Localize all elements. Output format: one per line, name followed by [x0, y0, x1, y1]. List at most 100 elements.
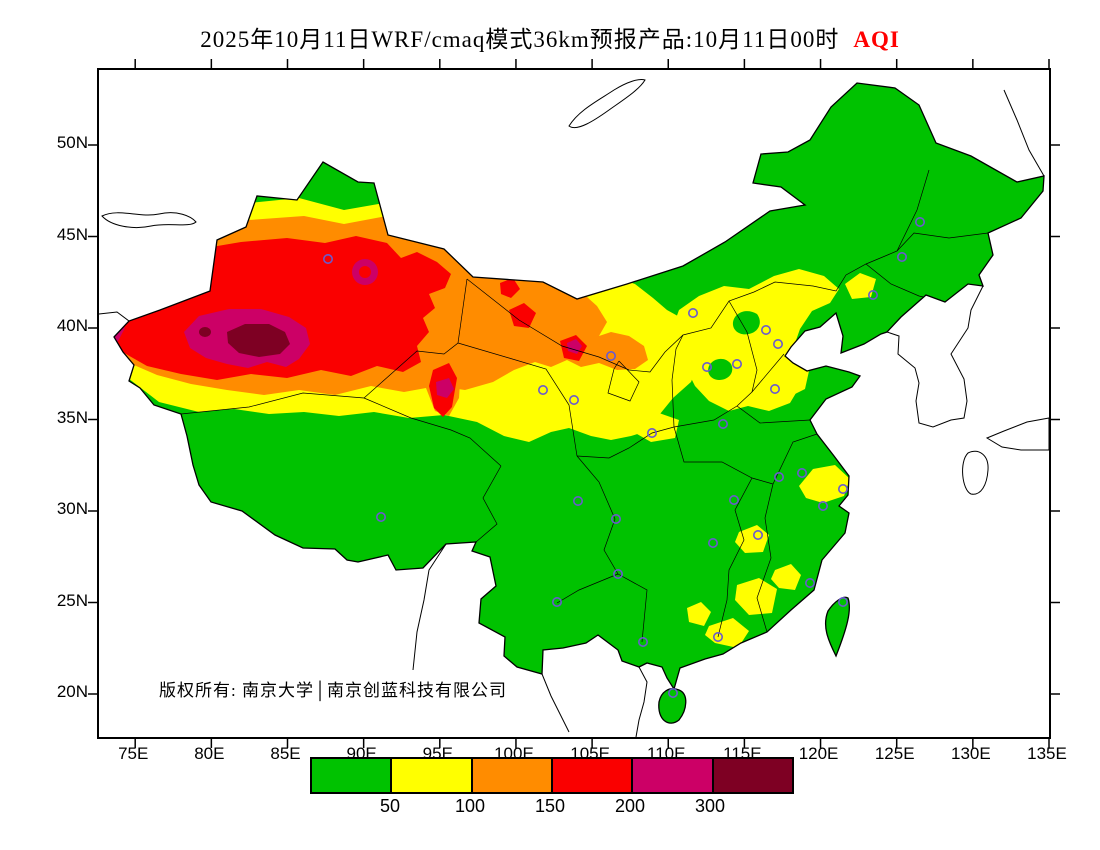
- station-marker-Beijing: [760, 325, 771, 336]
- y-tick-label: 30N: [56, 499, 88, 518]
- korea-peninsula: [886, 285, 984, 428]
- china-fill: [658, 688, 686, 724]
- contour-yellow: [799, 465, 850, 503]
- station-marker-Shanghai: [837, 483, 848, 494]
- station-marker-Jinan: [769, 383, 780, 394]
- station-marker-Hangzhou: [817, 500, 828, 511]
- station-marker-Guangzhou: [712, 631, 723, 642]
- city-station-markers: [323, 217, 925, 698]
- legend-cell: [633, 759, 714, 792]
- contour-maroon: [199, 327, 211, 337]
- legend-cell: [312, 759, 393, 792]
- station-marker-Harbin: [914, 217, 925, 228]
- laos-vietnam-border: [541, 673, 570, 733]
- page-title: 2025年10月11日WRF/cmaq模式36km预报产品:10月11日00时 A…: [0, 20, 1100, 54]
- china-aqi-contour-map: [88, 59, 1060, 748]
- japan-kyushu: [962, 450, 989, 495]
- station-marker-Shijiazhuang: [731, 358, 742, 369]
- contour-yellow: [735, 578, 777, 615]
- x-tick-label: 80E: [194, 744, 225, 763]
- station-marker-Shenyang: [867, 290, 878, 301]
- station-marker-Xining: [537, 384, 548, 395]
- contour-green_patches: [708, 358, 733, 380]
- station-marker-Tianjin: [772, 338, 783, 349]
- province-line: [576, 426, 675, 459]
- station-marker-Changsha: [707, 537, 718, 548]
- province-line: [457, 342, 578, 457]
- contour-yellow: [747, 361, 809, 399]
- myanmar-border: [412, 543, 447, 671]
- legend-cell: [713, 759, 792, 792]
- legend-value-label: 150: [534, 796, 566, 816]
- y-tick-label: 45N: [56, 224, 88, 244]
- copyright-text: 版权所有: 南京大学│南京创蓝科技有限公司: [159, 681, 508, 700]
- legend-cell: [552, 759, 634, 792]
- lake-balkhash: [101, 212, 197, 229]
- station-marker-Zhengzhou: [717, 418, 728, 429]
- station-marker-Wuhan: [728, 494, 739, 505]
- province-line: [556, 573, 619, 604]
- map-frame: 版权所有: 南京大学│南京创蓝科技有限公司: [88, 59, 1060, 748]
- x-tick-label: 130E: [950, 744, 991, 763]
- province-line: [617, 573, 648, 643]
- amur-river: [1003, 89, 1045, 177]
- province-boundaries: [180, 169, 989, 643]
- station-marker-Hefei: [773, 471, 784, 482]
- station-marker-Chongqing: [610, 513, 621, 524]
- x-tick-label: 120E: [798, 744, 839, 763]
- station-marker-Kunming: [551, 596, 562, 607]
- axis-tick-marks: [88, 59, 1060, 748]
- station-marker-Nanjing: [796, 467, 807, 478]
- contour-red: [509, 303, 536, 328]
- contour-yellow: [687, 602, 711, 626]
- contour-magenta: [352, 259, 378, 285]
- x-tick-label: 85E: [270, 744, 301, 763]
- legend-cell: [472, 759, 553, 792]
- station-marker-Guiyang: [612, 568, 623, 579]
- aqi-colorbar: [310, 757, 794, 794]
- province-line: [728, 300, 758, 393]
- contour-green_patches: [732, 311, 760, 335]
- legend-cell: [392, 759, 473, 792]
- contour-maroon: [227, 324, 290, 357]
- x-tick-label: 125E: [874, 744, 915, 763]
- y-tick-label: 40N: [56, 316, 88, 335]
- china-outline: [658, 688, 687, 724]
- legend-value-label: 200: [614, 796, 646, 816]
- province-line: [671, 334, 684, 428]
- province-line: [607, 360, 640, 402]
- legend-value-label: 50: [379, 796, 401, 816]
- y-tick-label: 25N: [56, 590, 88, 610]
- legend-value-label: 100: [454, 796, 486, 816]
- station-marker-Changchun: [896, 252, 907, 263]
- station-marker-Urumqi: [323, 254, 334, 265]
- y-tick-label: 35N: [56, 407, 88, 427]
- station-marker-Chengdu: [572, 495, 583, 506]
- station-marker-Xian: [646, 427, 657, 438]
- contour-red: [500, 278, 520, 298]
- station-marker-Nanning: [637, 636, 648, 647]
- china-fill: [825, 597, 850, 656]
- title-main: 2025年10月11日WRF/cmaq模式36km预报产品:10月11日00时: [200, 27, 840, 52]
- lake-baikal: [568, 79, 646, 128]
- contour-yellow: [635, 413, 679, 442]
- contour-magenta: [436, 378, 454, 398]
- province-line: [772, 433, 818, 485]
- province-line: [363, 278, 468, 399]
- province-line: [363, 397, 502, 467]
- china-outline: [824, 596, 851, 658]
- vietnam-coast: [635, 666, 648, 738]
- station-marker-Taipei: [837, 596, 848, 607]
- national-boundary: [113, 82, 1045, 724]
- kazakh-border: [98, 311, 130, 322]
- contour-yellow: [771, 564, 801, 590]
- japan-honshu: [985, 417, 1050, 451]
- station-marker-Lanzhou: [568, 394, 579, 405]
- contour-yellow: [845, 273, 876, 299]
- province-line: [576, 455, 619, 575]
- legend-value-label: 300: [694, 796, 726, 816]
- province-line: [475, 465, 502, 543]
- station-marker-Nanchang: [752, 529, 763, 540]
- contour-magenta: [567, 339, 582, 354]
